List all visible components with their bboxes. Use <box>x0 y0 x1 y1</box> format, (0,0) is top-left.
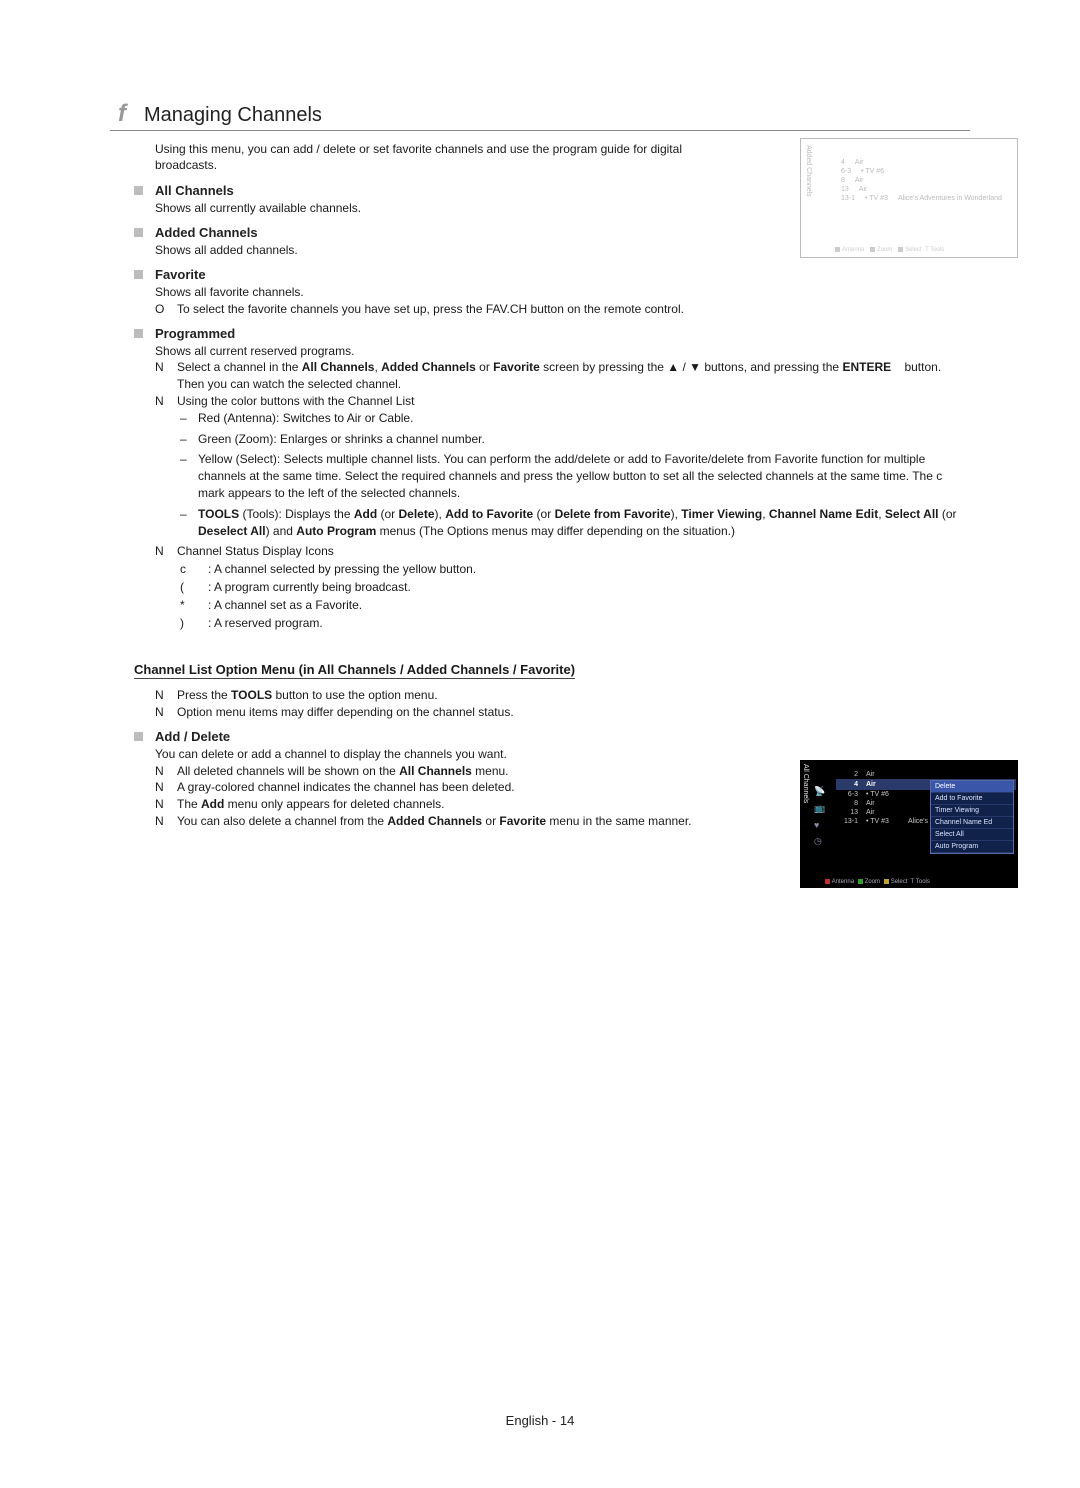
note-text: A gray-colored channel indicates the cha… <box>177 779 734 796</box>
dash-text: Red (Antenna): Switches to Air or Cable. <box>198 410 413 427</box>
dash-tools: – TOOLS (Tools): Displays the Add (or De… <box>180 506 970 540</box>
section-glyph-icon: f <box>118 100 126 128</box>
status-row: ) : A reserved program. <box>180 614 970 632</box>
dash-icon: – <box>180 506 198 540</box>
section-programmed: Programmed Shows all current reserved pr… <box>134 326 970 633</box>
section-title: Added Channels <box>155 225 258 240</box>
menu-item-auto-program[interactable]: Auto Program <box>931 841 1013 853</box>
menu-item-channel-name-edit[interactable]: Channel Name Ed <box>931 817 1013 829</box>
tv-icon: 📺 <box>814 803 825 814</box>
status-text: : A channel selected by pressing the yel… <box>208 560 476 578</box>
tools-popup-menu[interactable]: Delete Add to Favorite Timer Viewing Cha… <box>930 780 1014 854</box>
note-mark-n: N <box>155 796 177 813</box>
dash-text: Green (Zoom): Enlarges or shrinks a chan… <box>198 431 485 448</box>
antenna-icon: 📡 <box>814 786 825 797</box>
note-mark-n: N <box>155 359 177 393</box>
dash-icon: – <box>180 431 198 448</box>
note-line: N Using the color buttons with the Chann… <box>155 393 970 410</box>
square-bullet-icon <box>134 228 143 237</box>
screenshot-side-icons: 📡 📺 ♥ ◷ <box>814 786 825 847</box>
note-text: Channel Status Display Icons <box>177 543 970 560</box>
note-text: Select a channel in the All Channels, Ad… <box>177 359 970 393</box>
heart-icon: ♥ <box>814 820 825 830</box>
screenshot-rows: 4Air 6-3• TV #6 8Air 13Air 13-1• TV #3Al… <box>841 159 1009 204</box>
status-text: : A channel set as a Favorite. <box>208 596 362 614</box>
note-mark-n: N <box>155 763 177 780</box>
note-line: N The Add menu only appears for deleted … <box>155 796 734 813</box>
note-mark-n: N <box>155 687 177 704</box>
note-line: O To select the favorite channels you ha… <box>155 301 914 318</box>
menu-item-timer-viewing[interactable]: Timer Viewing <box>931 805 1013 817</box>
section-title: All Channels <box>155 183 234 198</box>
screenshot-all-channels: All Channels 📡 📺 ♥ ◷ 2Air 4Air 6-3• TV #… <box>800 760 1018 888</box>
dash-text: TOOLS (Tools): Displays the Add (or Dele… <box>198 506 970 540</box>
section-body: Shows all favorite channels. <box>155 284 914 301</box>
title-row: f Managing Channels <box>110 100 970 131</box>
section-all-channels: All Channels Shows all currently availab… <box>134 183 914 217</box>
dash-yellow: – Yellow (Select): Selects multiple chan… <box>180 451 970 501</box>
square-bullet-icon <box>134 732 143 741</box>
screenshot-tab: All Channels <box>802 764 809 803</box>
note-text: To select the favorite channels you have… <box>177 301 914 318</box>
screenshot-footer: Antenna Zoom Select T Tools <box>816 879 1014 885</box>
dash-text: Yellow (Select): Selects multiple channe… <box>198 451 970 501</box>
page-title: Managing Channels <box>144 104 322 127</box>
section-body: Shows all current reserved programs. <box>155 343 970 360</box>
section-title: Favorite <box>155 267 206 282</box>
note-mark-o: O <box>155 301 177 318</box>
square-bullet-icon <box>134 270 143 279</box>
screenshot-added-channels: Added Channels 4Air 6-3• TV #6 8Air 13Ai… <box>800 138 1018 258</box>
status-row: ( : A program currently being broadcast. <box>180 578 970 596</box>
intro-text: Using this menu, you can add / delete or… <box>155 141 735 173</box>
note-text: Using the color buttons with the Channel… <box>177 393 970 410</box>
dash-icon: – <box>180 451 198 501</box>
page-footer: English - 14 <box>50 1413 1030 1428</box>
note-mark-n: N <box>155 779 177 796</box>
note-text: You can also delete a channel from the A… <box>177 813 734 830</box>
status-row: * : A channel set as a Favorite. <box>180 596 970 614</box>
section-added-channels: Added Channels Shows all added channels. <box>134 225 914 259</box>
note-mark-n: N <box>155 543 177 560</box>
note-line: N A gray-colored channel indicates the c… <box>155 779 734 796</box>
status-mark: ) <box>180 614 208 632</box>
note-mark-n: N <box>155 813 177 830</box>
note-text: Option menu items may differ depending o… <box>177 704 914 721</box>
note-text: Press the TOOLS button to use the option… <box>177 687 914 704</box>
status-row: c : A channel selected by pressing the y… <box>180 560 970 578</box>
screenshot-tab: Added Channels <box>805 145 812 197</box>
section-title: Programmed <box>155 326 235 341</box>
note-line: N Option menu items may differ depending… <box>155 704 914 721</box>
note-line: N Press the TOOLS button to use the opti… <box>155 687 914 704</box>
note-text: All deleted channels will be shown on th… <box>177 763 734 780</box>
section-add-delete: Add / Delete You can delete or add a cha… <box>134 729 734 830</box>
note-text: The Add menu only appears for deleted ch… <box>177 796 734 813</box>
menu-item-add-favorite[interactable]: Add to Favorite <box>931 793 1013 805</box>
note-line: N You can also delete a channel from the… <box>155 813 734 830</box>
dash-icon: – <box>180 410 198 427</box>
note-mark-n: N <box>155 393 177 410</box>
note-status-icons: N Channel Status Display Icons <box>155 543 970 560</box>
option-notes: N Press the TOOLS button to use the opti… <box>134 687 914 721</box>
square-bullet-icon <box>134 186 143 195</box>
status-text: : A program currently being broadcast. <box>208 578 411 596</box>
screenshot-footer: Antenna Zoom Select T Tools <box>831 247 944 253</box>
status-mark: c <box>180 560 208 578</box>
status-text: : A reserved program. <box>208 614 323 632</box>
dash-green: – Green (Zoom): Enlarges or shrinks a ch… <box>180 431 970 448</box>
dash-red: – Red (Antenna): Switches to Air or Cabl… <box>180 410 970 427</box>
menu-item-delete[interactable]: Delete <box>931 781 1013 793</box>
note-line: N Select a channel in the All Channels, … <box>155 359 970 393</box>
status-mark: ( <box>180 578 208 596</box>
menu-item-select-all[interactable]: Select All <box>931 829 1013 841</box>
section-favorite: Favorite Shows all favorite channels. O … <box>134 267 914 318</box>
section-body: You can delete or add a channel to displ… <box>155 746 734 763</box>
option-menu-heading: Channel List Option Menu (in All Channel… <box>134 662 575 679</box>
clock-icon: ◷ <box>814 836 825 847</box>
note-line: N All deleted channels will be shown on … <box>155 763 734 780</box>
section-title: Add / Delete <box>155 729 230 744</box>
square-bullet-icon <box>134 329 143 338</box>
status-mark: * <box>180 596 208 614</box>
note-mark-n: N <box>155 704 177 721</box>
